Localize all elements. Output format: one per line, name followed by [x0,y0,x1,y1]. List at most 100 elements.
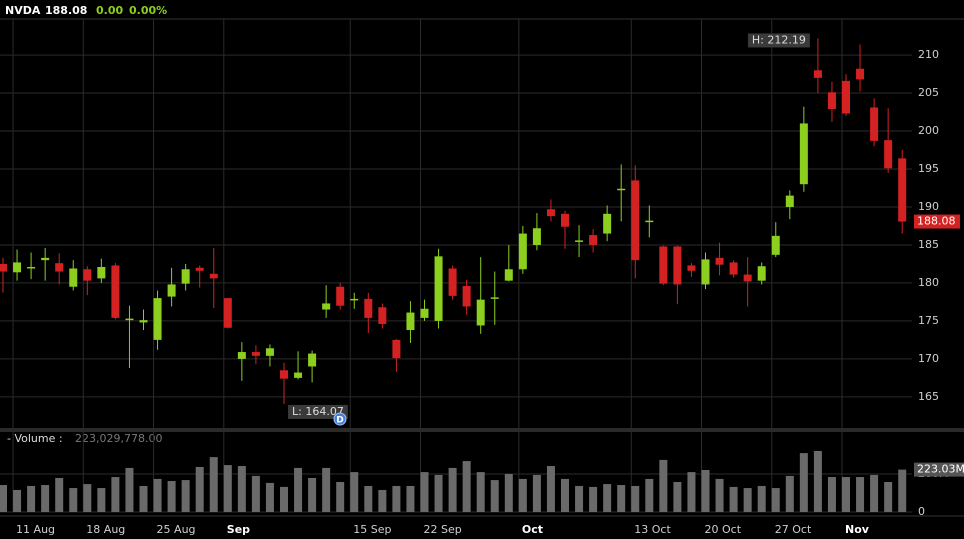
volume-bar [195,466,204,512]
candle-body [167,284,176,297]
candle-body [294,372,303,378]
volume-bar [139,485,148,512]
y-tick-label: 175 [918,314,939,327]
candle-body [842,80,850,114]
volume-bar [406,485,415,512]
candle-body [406,312,415,331]
candle-body [546,209,555,217]
symbol: NVDA [5,4,41,17]
candle-body [336,286,345,306]
candle-body [856,68,865,80]
candle-body [153,298,162,340]
annotation-text: H: 212.19 [752,33,806,46]
volume-bar [715,478,724,512]
candle-body [617,188,626,191]
change: 0.00 [96,4,123,17]
candle-body [181,269,190,284]
candle-body [195,267,204,271]
candle-body [125,318,134,321]
candle-body [687,265,696,271]
volume-bar [785,475,794,512]
candle-body [280,370,288,379]
y-tick-label: 195 [918,162,939,175]
volume-bar [41,485,50,512]
volume-bar [589,486,598,512]
candle-body [799,123,808,185]
volume-bar [743,488,752,512]
volume-bar [799,453,808,512]
volume-bar [125,467,134,512]
candle-body [476,299,485,326]
volume-bar [181,480,190,512]
candle-body [0,263,7,272]
dividend-icon [333,412,347,426]
x-tick-label: Oct [522,523,543,536]
volume-bar [827,477,836,512]
candle-body [757,266,766,281]
volume-bar [476,472,485,512]
volume-bar [392,485,401,512]
x-tick-label: 25 Aug [157,523,196,536]
candle-body [448,268,457,296]
volume-bar [884,481,893,512]
volume-bar [336,481,345,512]
x-tick-label: 11 Aug [16,523,55,536]
volume-label: - Volume : [7,432,63,445]
volume-bar [617,485,626,512]
x-tick-label: Nov [845,523,870,536]
candle-body [209,273,218,279]
volume-tick-label: 0 [918,505,925,518]
volume-bar [490,480,499,512]
candle-body [223,298,232,328]
x-tick-label: Sep [227,523,250,536]
volume-value-box [914,462,964,477]
candle-body [111,265,120,318]
y-tick-label: 205 [918,86,939,99]
candle-body [392,339,401,359]
annotation: H: 212.19 [747,33,810,48]
candle-body [827,92,836,110]
volume-bar [420,472,429,512]
volume-bar [771,488,780,512]
volume-bar [518,478,527,512]
volume-bar [111,477,120,512]
candle-body [237,352,246,359]
candle-body [603,213,612,234]
candle-body [743,274,752,282]
candle-body [631,180,640,261]
annotation-text: L: 164.07 [292,405,344,418]
volume-bar [659,459,668,512]
x-tick-label: 15 Sep [353,523,391,536]
volume-bar [546,466,555,512]
candle-body [575,240,584,242]
volume-bar [898,469,907,512]
x-tick-label: 22 Sep [424,523,462,536]
volume-bar [294,467,303,512]
volume-bar [167,481,176,512]
candle-body [813,70,822,78]
candle-body [884,140,893,169]
candle-body [785,195,794,207]
annotation: L: 164.07 [288,404,348,419]
last-price: 188.08 [45,4,87,17]
last-price-label: 188.08 [917,215,956,228]
volume-bar [378,489,387,512]
last-price-box [914,214,960,229]
volume-bar [701,470,710,512]
volume-bar [673,481,682,512]
annotation-box [747,33,810,48]
volume-bar [448,467,457,512]
volume-bar [97,488,106,512]
volume-bar [603,484,612,512]
candle-body [645,220,654,223]
candle-body [97,266,106,279]
candle-body [715,257,724,265]
candle-body [420,308,429,318]
volume-bar [251,475,260,512]
volume-bar [223,465,232,512]
candle-body [701,259,710,285]
x-tick-label: 18 Aug [86,523,125,536]
candle-body [251,352,260,356]
volume-bar [757,485,766,512]
